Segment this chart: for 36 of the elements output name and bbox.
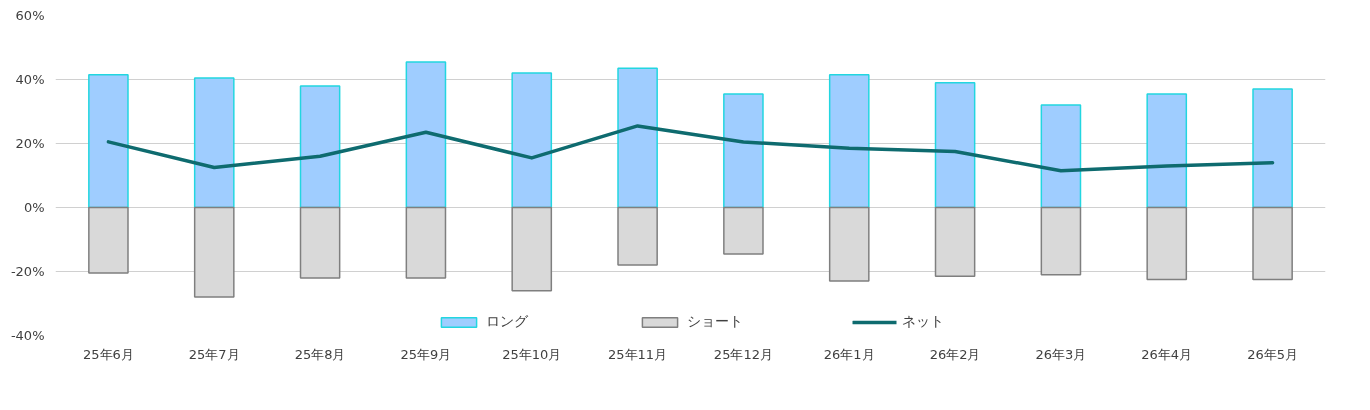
bar [617,67,658,209]
bar [299,85,341,209]
legend-label: ネット [901,313,944,331]
x-tick-label: 26年3月 [1035,346,1087,362]
bar [723,206,764,255]
bar [723,93,764,209]
y-tick-label: 20% [15,136,45,151]
x-tick-label: 26年5月 [1247,346,1299,362]
y-tick-label: 60% [15,8,45,23]
legend-label: ロング [485,313,528,331]
bar [1040,104,1082,209]
x-tick-label: 25年7月 [188,346,240,362]
y-tick-label: 40% [15,72,45,87]
bar [828,73,870,209]
bar [88,73,129,209]
y-tick-label: -20% [10,264,45,279]
bar [1252,88,1293,209]
x-tick-label: 26年1月 [823,346,875,362]
x-tick-label: 25年10月 [502,346,562,362]
bar [511,72,553,209]
x-tick-label: 25年9月 [400,346,452,362]
bar [617,206,658,266]
bar [1146,93,1188,209]
bar [934,81,976,209]
y-tick-label: 0% [23,200,45,215]
x-tick-label: 25年8月 [294,346,346,362]
y-tick-label: -40% [10,328,45,343]
bar [193,77,235,209]
x-tick-label: 25年6月 [83,346,134,362]
x-tick-label: 26年2月 [929,346,981,362]
bar [405,61,447,209]
x-tick-label: 26年4月 [1141,346,1193,362]
x-tick-label: 25年12月 [713,346,773,362]
line-series [106,124,1275,173]
legend-label: ショート [686,313,743,331]
x-tick-label: 25年11月 [608,346,668,362]
